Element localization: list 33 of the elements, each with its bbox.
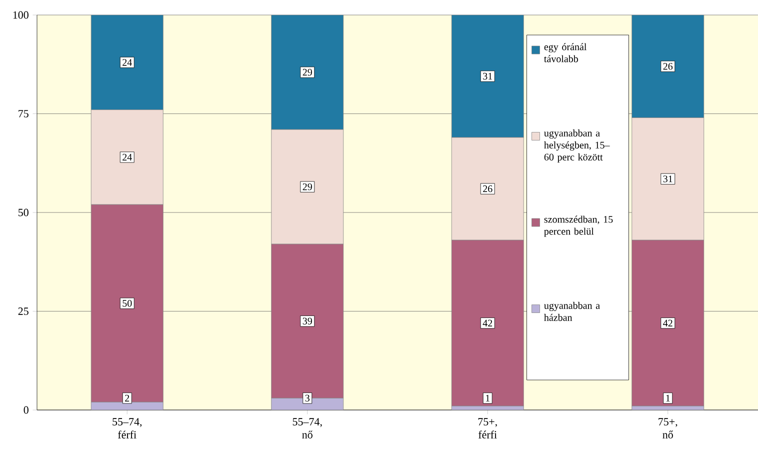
data-label: 31 — [663, 176, 672, 182]
data-label: 29 — [302, 183, 312, 190]
y-tick-label: 25 — [18, 308, 28, 315]
bar — [632, 14, 704, 118]
x-tick-label: 55–74, nő — [292, 418, 322, 438]
data-label: 3 — [305, 394, 310, 402]
data-label: 39 — [302, 318, 312, 324]
data-label: 1 — [666, 394, 670, 402]
bar — [271, 14, 344, 130]
data-label: 31 — [483, 72, 492, 80]
data-label: 42 — [482, 320, 492, 326]
legend-label: szomszédban, 15 percen belül — [544, 216, 613, 237]
y-tick-label: 50 — [18, 208, 28, 216]
data-label: 2 — [125, 394, 130, 402]
x-tick-label: 75+, férfi — [478, 418, 497, 438]
y-tick-label: 100 — [13, 11, 28, 19]
y-tick-label: 75 — [18, 110, 28, 118]
data-label: 50 — [122, 300, 132, 307]
data-label: 24 — [122, 59, 132, 66]
x-tick-label: 55–74, férfi — [112, 418, 142, 438]
x-tick-label: 75+, nő — [658, 418, 678, 438]
data-label: 26 — [483, 185, 492, 192]
data-label: 24 — [122, 154, 132, 160]
legend-label: egy óránál távolabb — [544, 43, 586, 62]
legend-label: ugyanabban a házban — [544, 302, 600, 321]
legend-label: ugyanabban a helységben, 15–60 perc között — [544, 129, 610, 163]
data-label: 26 — [663, 62, 673, 70]
bar — [90, 14, 164, 110]
data-label: 42 — [663, 320, 672, 326]
data-label: 1 — [486, 394, 490, 402]
data-label: 29 — [302, 68, 312, 76]
bar — [451, 14, 524, 138]
y-tick-label: 0 — [24, 406, 28, 414]
